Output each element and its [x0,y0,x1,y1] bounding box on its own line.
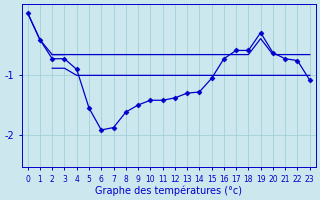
X-axis label: Graphe des températures (°c): Graphe des températures (°c) [95,185,242,196]
